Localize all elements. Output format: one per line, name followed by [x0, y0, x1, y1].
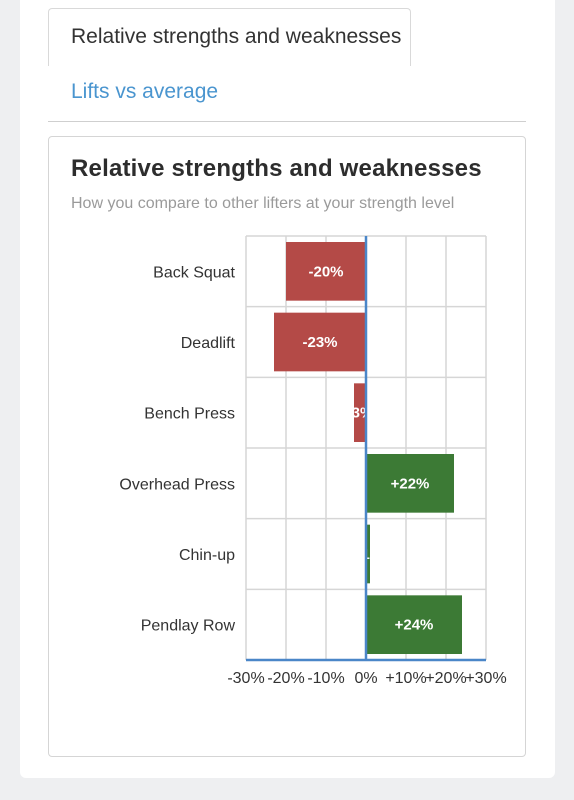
bar-value-label: -3% [347, 405, 374, 422]
bar [366, 524, 370, 584]
bar-value-label: +22% [391, 475, 430, 492]
bar-value-label: -20% [308, 263, 343, 280]
category-label: Bench Press [144, 406, 235, 423]
x-tick-label: 0% [354, 670, 377, 687]
x-tick-label: -30% [227, 670, 264, 687]
chart-title: Relative strengths and weaknesses [71, 155, 482, 182]
tab-lifts-vs-average[interactable]: Lifts vs average [71, 80, 219, 103]
category-label: Back Squat [153, 264, 235, 281]
x-tick-label: -20% [267, 670, 304, 687]
category-label: Chin-up [179, 547, 235, 564]
bar-value-label: +24% [395, 617, 434, 634]
bar [354, 383, 366, 442]
bar [274, 312, 366, 372]
x-tick-label: +20% [425, 670, 466, 687]
bar [286, 242, 366, 301]
tabs-divider [48, 121, 526, 122]
tab-relative-strengths[interactable]: Relative strengths and weaknesses [48, 8, 411, 66]
x-tick-label: +30% [465, 670, 506, 687]
bar-value-label: +1% [353, 546, 383, 563]
bar [366, 454, 454, 513]
bar-value-label: -23% [302, 334, 337, 351]
chart-subtitle: How you compare to other lifters at your… [71, 195, 455, 212]
bar [366, 595, 462, 654]
category-label: Deadlift [181, 335, 236, 352]
category-label: Overhead Press [119, 476, 235, 493]
x-tick-label: -10% [307, 670, 344, 687]
x-tick-label: +10% [385, 670, 426, 687]
category-label: Pendlay Row [141, 618, 236, 635]
